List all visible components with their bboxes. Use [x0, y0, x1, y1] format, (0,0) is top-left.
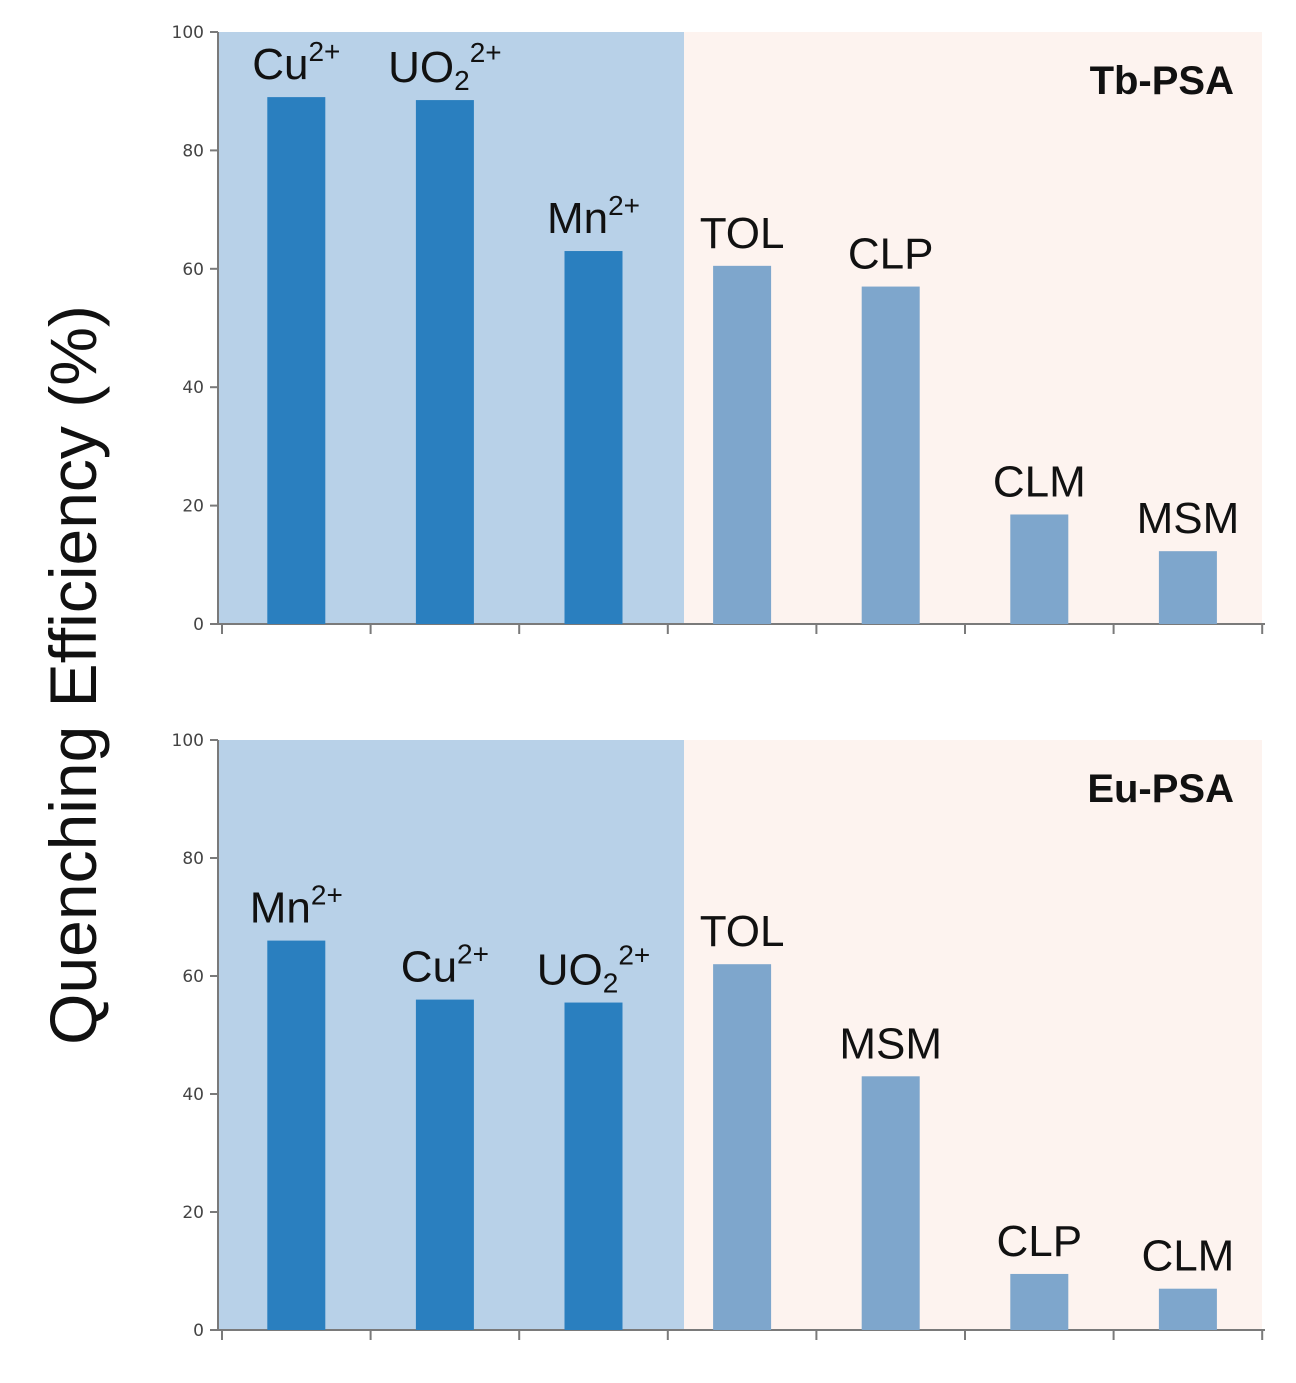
y-tick-label: 40 [182, 378, 204, 398]
bar-label: Mn2+ [250, 880, 343, 933]
panel-title: Eu-PSA [1087, 767, 1234, 811]
bar-mn2 [267, 940, 326, 1330]
bar-clp [861, 286, 920, 624]
y-tick-label: 0 [193, 1321, 204, 1341]
bar-label: UO22+ [537, 940, 651, 999]
y-tick-label: 100 [172, 731, 204, 751]
bar-tol [713, 265, 772, 624]
bar-mn2 [564, 251, 623, 625]
drug-region [684, 32, 1262, 624]
y-tick-label: 80 [182, 141, 204, 161]
bar-uo22 [415, 100, 474, 624]
y-tick-label: 60 [182, 967, 204, 987]
bar-clm [1010, 514, 1069, 624]
drug-region [684, 740, 1262, 1330]
y-tick-label: 60 [182, 260, 204, 280]
bar-msm [1158, 551, 1217, 624]
y-tick-label: 20 [182, 1203, 204, 1223]
bar-uo22 [564, 1002, 623, 1330]
panel-title: Tb-PSA [1090, 59, 1234, 103]
bar-label: TOL [700, 907, 785, 956]
bar-cu2 [415, 999, 474, 1330]
y-axis-label: Quenching Efficiency (%) [36, 305, 110, 1045]
bar-tol [713, 964, 772, 1330]
bar-label: Cu2+ [252, 36, 340, 89]
panel-eu-psa: 0 20 40 60 80 100 Mn2+ Cu2+ UO22+ TOL MSM CLP CLM Eu-… [172, 731, 1265, 1341]
bar-label: Mn2+ [547, 190, 640, 243]
bar-label: UO22+ [388, 37, 502, 96]
bar-msm [861, 1076, 920, 1330]
bar-label: MSM [839, 1019, 942, 1068]
bar-label: CLM [1141, 1232, 1234, 1281]
bar-label: MSM [1137, 494, 1240, 543]
panel-tb-psa: 0 20 40 60 80 100 Cu2+ UO22+ Mn2+ TOL CLP CLM MSM Tb-… [172, 23, 1265, 635]
bar-clp [1010, 1273, 1069, 1330]
bar-label: Cu2+ [401, 939, 489, 992]
y-tick-label: 40 [182, 1085, 204, 1105]
y-tick-label: 20 [182, 497, 204, 517]
bar-label: CLM [993, 457, 1086, 506]
bar-clm [1158, 1288, 1217, 1330]
bar-label: CLP [848, 230, 934, 279]
bar-cu2 [267, 97, 326, 625]
bar-label: TOL [700, 209, 785, 258]
y-tick-label: 80 [182, 849, 204, 869]
y-tick-label: 100 [172, 23, 204, 43]
bar-label: CLP [997, 1217, 1083, 1266]
y-tick-label: 0 [193, 615, 204, 635]
